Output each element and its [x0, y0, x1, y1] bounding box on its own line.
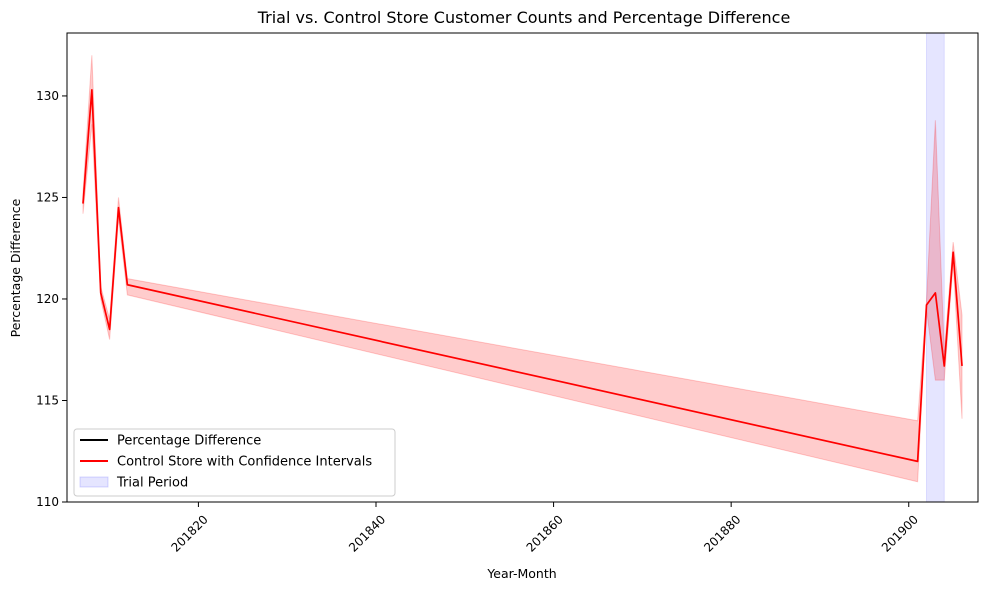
legend-label: Percentage Difference [117, 434, 261, 449]
chart-title: Trial vs. Control Store Customer Counts … [257, 8, 791, 27]
y-tick-label: 130 [36, 89, 59, 103]
plot-area-frame [66, 32, 979, 503]
control-store-line [82, 88, 963, 463]
plot-area-background [67, 33, 978, 502]
series-line-layer [82, 88, 963, 463]
legend: Percentage Difference Control Store with … [73, 428, 396, 497]
y-axis-ticks: 110 115 120 125 130 [36, 89, 67, 509]
y-tick-label: 110 [36, 495, 59, 509]
legend-frame [73, 428, 396, 497]
y-axis-label: Percentage Difference [8, 198, 23, 337]
confidence-interval-band [82, 55, 963, 483]
legend-label: Control Store with Confidence Intervals [117, 455, 372, 470]
legend-patch-swatch [79, 476, 109, 488]
y-tick-label: 115 [36, 393, 59, 407]
y-tick-label: 120 [36, 292, 59, 306]
confidence-interval-layer [82, 55, 963, 483]
x-axis-label: Year-Month [486, 566, 556, 581]
legend-items: Percentage Difference Control Store with … [79, 434, 372, 491]
legend-label: Trial Period [116, 476, 188, 491]
y-tick-label: 125 [36, 190, 59, 204]
